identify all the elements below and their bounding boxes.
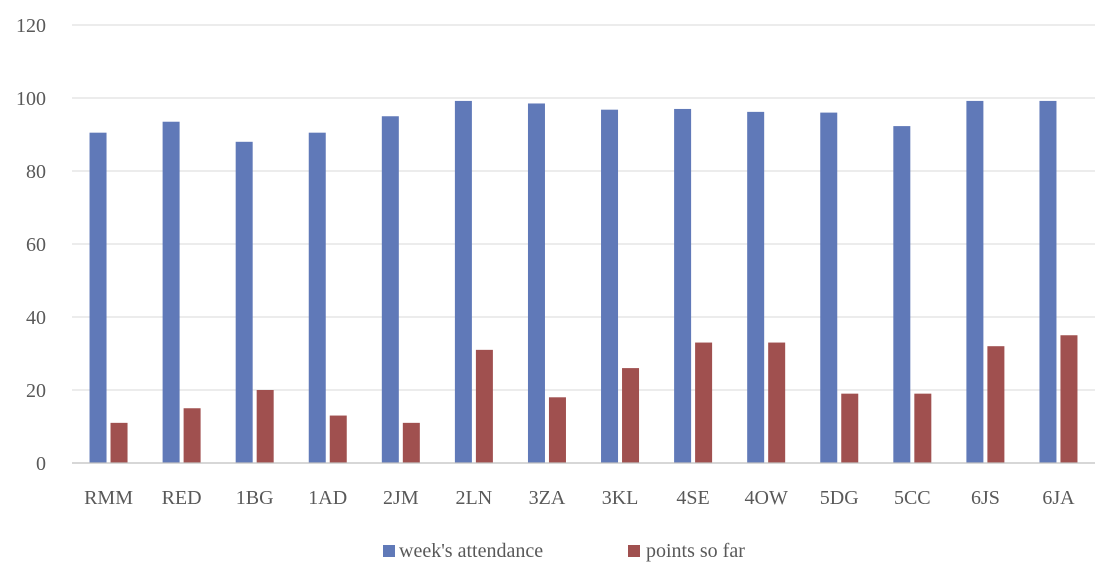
bar-attendance [966,100,984,464]
bar-points [1060,335,1078,463]
x-axis-ticks: RMM RED 1BG 1AD 2JM 2LN 3ZA 3KL 4SE 4OW 5DG 5CC 6JS 6… [84,487,1075,509]
x-tick-label: 4OW [745,487,788,509]
x-tick-label: 2LN [456,487,493,509]
y-tick-label: 120 [16,15,46,37]
x-tick-label: 3ZA [529,487,566,509]
bar-attendance [454,100,472,464]
y-tick-label: 100 [16,88,46,110]
bar-points [987,346,1005,463]
bar-attendance [747,111,765,464]
x-tick-label: 6JA [1042,487,1075,509]
bar-points [402,422,420,463]
bar-attendance [674,108,692,463]
x-tick-label: RED [162,487,202,509]
bar-attendance [527,103,545,463]
gridlines [72,24,1095,391]
x-tick-label: 6JS [971,487,1000,509]
bar-attendance [820,112,838,463]
legend-swatch [383,545,395,557]
x-tick-label: RMM [84,487,133,509]
x-tick-label: 1AD [308,487,347,509]
x-tick-label: 4SE [676,487,709,509]
y-axis-ticks: 0 20 40 60 80 100 120 [16,15,46,475]
x-tick-label: 2JM [383,487,419,509]
legend-label: points so far [646,540,745,562]
legend: week's attendance points so far [383,540,745,562]
y-tick-label: 0 [36,453,46,475]
bar-points [768,342,786,463]
bar-attendance [893,126,911,463]
bar-attendance [308,132,326,464]
bar-points [256,390,274,463]
x-tick-label: 1BG [236,487,274,509]
bar-points [329,415,347,463]
y-tick-label: 20 [26,380,46,402]
bar-points [622,368,640,463]
bar-attendance [601,109,619,464]
bar-attendance [89,132,107,464]
bar-attendance [381,116,399,463]
bar-points [841,393,859,463]
legend-label: week's attendance [399,540,543,562]
bar-points [914,393,932,463]
bar-attendance [1039,100,1057,464]
bar-points [475,349,493,463]
bars [89,100,1078,464]
x-tick-label: 3KL [602,487,639,509]
x-tick-label: 5DG [820,487,859,509]
bar-points [548,397,566,463]
y-tick-label: 40 [26,307,46,329]
bar-points [183,408,201,463]
legend-swatch [628,545,640,557]
bar-points [110,422,128,463]
y-tick-label: 60 [26,234,46,256]
y-tick-label: 80 [26,161,46,183]
x-tick-label: 5CC [894,487,931,509]
bar-attendance [162,121,180,463]
bar-attendance [235,141,253,464]
bar-points [695,342,713,463]
